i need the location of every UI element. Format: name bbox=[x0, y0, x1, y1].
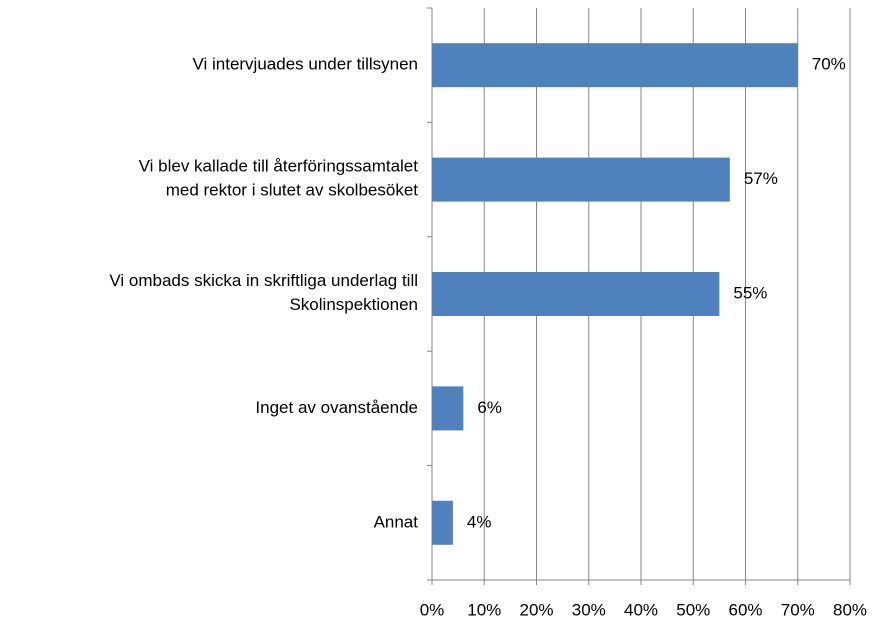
x-tick-label: 0% bbox=[420, 600, 445, 619]
x-tick-label: 70% bbox=[781, 600, 815, 619]
data-label: 70% bbox=[812, 55, 846, 74]
y-tick-label: Annat bbox=[374, 512, 419, 531]
x-tick-label: 10% bbox=[467, 600, 501, 619]
bar bbox=[432, 500, 453, 545]
x-tick-label: 20% bbox=[519, 600, 553, 619]
x-tick-label: 60% bbox=[728, 600, 762, 619]
x-tick-label: 50% bbox=[676, 600, 710, 619]
bar bbox=[432, 43, 798, 88]
y-tick-label: Inget av ovanstående bbox=[255, 398, 418, 417]
data-label: 55% bbox=[733, 283, 767, 302]
x-tick-label: 40% bbox=[624, 600, 658, 619]
y-tick-label: Vi blev kallade till återföringssamtalet… bbox=[139, 157, 419, 200]
data-label: 6% bbox=[477, 398, 502, 417]
x-tick-label: 80% bbox=[833, 600, 867, 619]
bar bbox=[432, 386, 464, 431]
x-tick-label: 30% bbox=[572, 600, 606, 619]
bar bbox=[432, 272, 720, 316]
data-label: 4% bbox=[467, 512, 492, 531]
y-tick-label: Vi intervjuades under tillsynen bbox=[192, 55, 418, 74]
y-tick-label: Vi ombads skicka in skriftliga underlag … bbox=[109, 271, 418, 314]
bar bbox=[432, 157, 730, 202]
data-label: 57% bbox=[744, 169, 778, 188]
